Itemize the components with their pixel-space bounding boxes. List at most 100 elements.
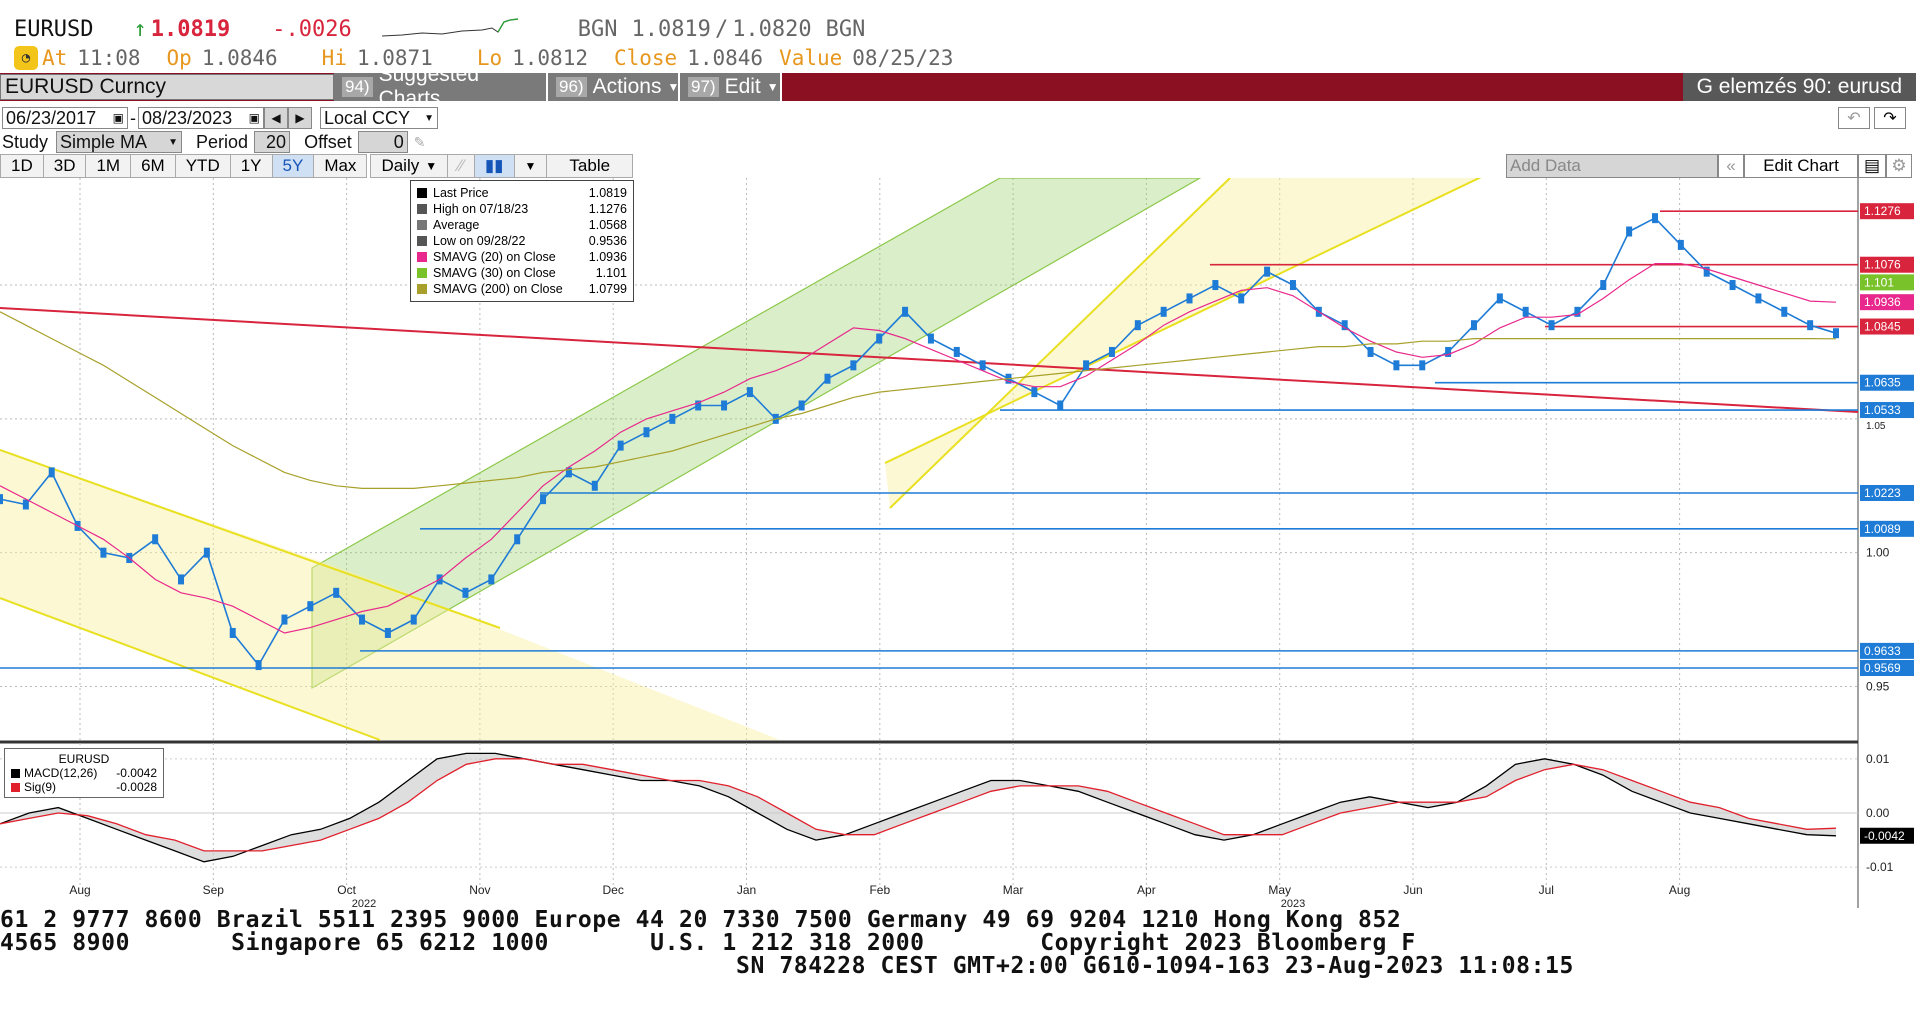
legend-entry: Last Price 1.0819 <box>417 185 627 201</box>
security-field[interactable]: EURUSD Curncy <box>0 74 334 100</box>
range-tab-1d[interactable]: 1D <box>0 154 44 178</box>
candle <box>669 413 676 424</box>
series-line <box>0 217 1837 667</box>
currency-select[interactable]: Local CCY ▼ <box>320 107 438 129</box>
edit-chart-button[interactable]: Edit Chart <box>1744 154 1858 178</box>
uptrend-channel-2-bottom <box>889 178 1231 509</box>
next-period-button[interactable]: ▶ <box>288 107 312 129</box>
price-chart[interactable]: 1.1276 1.1076 1.101 1.0936 1.0845 1.0635 1.053… <box>0 178 1916 908</box>
footer-line-2: 4565 8900 Singapore 65 6212 1000 U.S. 1 … <box>0 930 1416 956</box>
macd-legend-row: MACD(12,26) -0.0042 <box>11 766 157 780</box>
candle <box>307 601 314 612</box>
long-term-trendline <box>0 307 1859 413</box>
collapse-icon[interactable]: « <box>1718 154 1744 178</box>
study-select[interactable]: Simple MA ▼ <box>56 131 183 153</box>
candle <box>953 346 960 357</box>
macd-y-tick-label: -0.01 <box>1866 860 1894 874</box>
candle <box>850 360 857 371</box>
candle <box>1651 213 1658 224</box>
at-label: At <box>42 46 68 70</box>
range-tab-3d[interactable]: 3D <box>42 154 87 178</box>
low-label: Lo <box>476 46 503 70</box>
legend-entry: SMAVG (30) on Close 1.101 <box>417 265 627 281</box>
range-tab-6m[interactable]: 6M <box>130 154 176 178</box>
candle <box>1496 293 1503 304</box>
price-tag-label: 0.9569 <box>1864 661 1901 675</box>
range-tab-5y[interactable]: 5Y <box>271 154 315 178</box>
candle <box>359 614 366 625</box>
chart-settings-icon[interactable]: ▤ <box>1858 154 1886 178</box>
macd-swatch <box>11 768 20 778</box>
range-tab-1m[interactable]: 1M <box>85 154 132 178</box>
legend-swatch <box>417 268 427 278</box>
price-tag-label: 1.0635 <box>1864 376 1901 390</box>
table-button[interactable]: Table <box>546 154 634 178</box>
range-tab-max[interactable]: Max <box>313 154 368 178</box>
legend-value: 1.0819 <box>588 186 627 200</box>
suggested-label: Suggested Charts <box>378 63 479 110</box>
candle <box>1108 346 1115 357</box>
candle <box>1626 226 1633 237</box>
ticker: EURUSD <box>14 16 94 42</box>
macd-value: -0.0042 <box>116 766 157 780</box>
start-date: 06/23/2017 <box>6 107 97 128</box>
candle <box>798 400 805 411</box>
end-date: 08/23/2023 <box>142 107 233 128</box>
candle <box>540 494 547 505</box>
candle <box>1600 280 1607 291</box>
gear-icon[interactable]: ⚙ <box>1886 154 1912 178</box>
undo-icon[interactable]: ↶ <box>1838 107 1870 129</box>
style-dropdown-icon[interactable]: ▼ <box>513 154 548 178</box>
series-line <box>0 262 1837 634</box>
x-tick-label: Apr <box>1137 883 1156 897</box>
candle <box>591 480 598 491</box>
edit-button[interactable]: 97) Edit ▼ <box>680 73 782 101</box>
legend-entry: High on 07/18/23 1.1276 <box>417 201 627 217</box>
legend-entry: Low on 09/28/22 0.9536 <box>417 233 627 249</box>
x-tick-label: Nov <box>469 883 490 897</box>
range-tab-1y[interactable]: 1Y <box>229 154 273 178</box>
edit-chart-label: Edit Chart <box>1763 156 1839 175</box>
offset-value: 0 <box>393 131 404 152</box>
candle <box>695 400 702 411</box>
actions-button[interactable]: 96) Actions ▼ <box>548 73 680 101</box>
candle-style-icon[interactable]: ▮▮ <box>473 154 515 178</box>
uptrend-channel-2-fill <box>885 178 1500 508</box>
line-style-icon[interactable]: ⁄⁄ <box>447 154 475 178</box>
sig-label: Sig(9) <box>24 780 57 794</box>
start-date-input[interactable]: 06/23/2017 ▣ <box>2 107 128 129</box>
candle <box>1031 387 1038 398</box>
high-value: 1.0871 <box>356 46 433 70</box>
macd-y-tick-label: 0.01 <box>1866 752 1890 766</box>
prev-period-button[interactable]: ◀ <box>264 107 288 129</box>
chart-title: G elemzés 90: eurusd <box>1682 73 1916 101</box>
range-tab-ytd[interactable]: YTD <box>174 154 231 178</box>
period-input[interactable]: 20 <box>254 131 291 153</box>
legend-swatch <box>417 252 427 262</box>
end-date-input[interactable]: 08/23/2023 ▣ <box>138 107 264 129</box>
redo-icon[interactable]: ↷ <box>1874 107 1906 129</box>
suggested-num: 94) <box>342 77 373 97</box>
open-label: Op <box>166 46 192 70</box>
candle <box>1341 320 1348 331</box>
frequency-select[interactable]: Daily ▼ <box>370 154 449 178</box>
candle <box>746 387 753 398</box>
pencil-icon[interactable]: ✎ <box>413 133 426 150</box>
legend-label: SMAVG (200) on Close <box>433 282 563 296</box>
study-value: Simple MA <box>60 131 148 152</box>
candle <box>410 614 417 625</box>
candle <box>1238 293 1245 304</box>
candle <box>1755 293 1762 304</box>
add-data-input[interactable]: Add Data <box>1506 154 1718 178</box>
legend-value: 1.0936 <box>588 250 627 264</box>
legend-value: 1.101 <box>595 266 627 280</box>
y-tick-label: 1.00 <box>1866 546 1890 560</box>
candle <box>203 547 210 558</box>
uptrend-channel <box>311 178 1202 690</box>
offset-input[interactable]: 0 <box>357 131 408 153</box>
candle <box>0 494 3 505</box>
bgn-label-2: BGN <box>825 16 866 42</box>
period-value: 20 <box>266 131 287 152</box>
suggested-charts-button[interactable]: 94) Suggested Charts <box>334 63 548 110</box>
x-tick-label: Mar <box>1003 883 1024 897</box>
